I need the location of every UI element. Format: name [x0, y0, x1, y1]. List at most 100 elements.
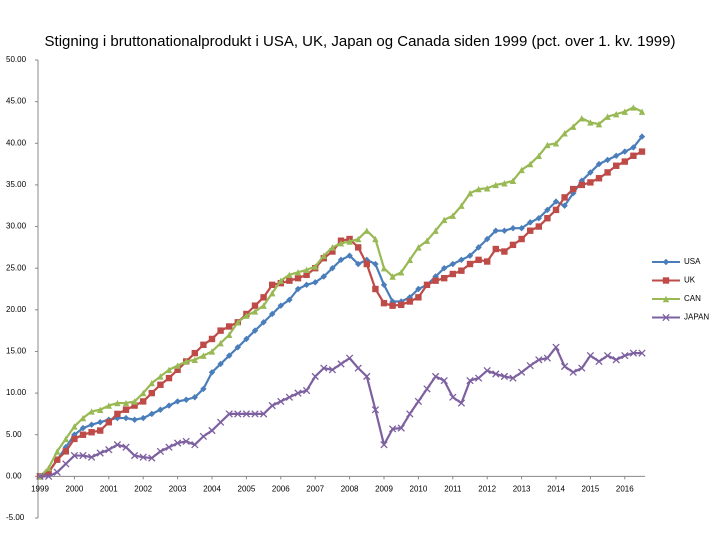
- marker: [71, 423, 78, 430]
- marker: [604, 113, 611, 120]
- marker: [638, 133, 646, 140]
- marker: [79, 414, 87, 422]
- marker: [286, 277, 293, 284]
- marker: [329, 264, 336, 272]
- marker: [285, 393, 294, 401]
- marker: [630, 144, 637, 151]
- marker: [277, 277, 284, 284]
- marker: [578, 181, 585, 189]
- marker: [45, 469, 52, 476]
- marker: [97, 419, 104, 426]
- marker: [587, 119, 594, 126]
- marker: [569, 368, 577, 376]
- marker: [484, 235, 491, 243]
- marker: [165, 443, 173, 451]
- marker: [217, 327, 224, 334]
- x-tick-label: 2016: [616, 484, 634, 493]
- y-tick-label: 10.00: [6, 388, 27, 397]
- marker: [79, 431, 87, 438]
- marker: [88, 408, 95, 415]
- marker: [105, 419, 112, 426]
- marker: [199, 432, 208, 441]
- marker: [131, 402, 138, 409]
- x-tick-label: 2014: [547, 484, 565, 493]
- marker: [346, 238, 353, 245]
- marker: [552, 140, 560, 147]
- marker: [251, 327, 259, 334]
- marker: [53, 468, 61, 476]
- marker: [88, 421, 95, 428]
- marker: [294, 274, 302, 282]
- marker: [440, 376, 448, 385]
- x-tick-label: 2002: [134, 484, 152, 493]
- marker: [474, 374, 483, 382]
- marker: [363, 372, 371, 381]
- marker: [225, 410, 233, 418]
- series-line: [39, 106, 643, 478]
- marker: [122, 443, 130, 451]
- marker: [191, 394, 198, 401]
- marker: [475, 185, 482, 193]
- series-line: [39, 135, 643, 478]
- marker: [251, 410, 259, 418]
- marker: [441, 274, 448, 282]
- marker: [54, 456, 61, 463]
- marker: [200, 341, 207, 348]
- marker: [423, 385, 431, 393]
- marker: [269, 289, 276, 297]
- marker: [355, 235, 362, 243]
- marker: [595, 120, 603, 128]
- marker: [466, 260, 474, 268]
- y-tick-label: 30.00: [6, 222, 27, 231]
- marker: [354, 364, 362, 372]
- marker: [131, 398, 138, 405]
- marker: [79, 424, 87, 432]
- marker: [337, 256, 345, 264]
- marker: [311, 372, 319, 381]
- marker: [62, 435, 69, 443]
- marker: [182, 437, 190, 446]
- marker: [501, 248, 508, 255]
- marker: [259, 410, 268, 418]
- marker: [200, 352, 207, 359]
- marker: [286, 296, 293, 304]
- marker: [501, 180, 508, 187]
- y-tick-label: 45.00: [6, 97, 27, 106]
- marker: [191, 441, 199, 449]
- marker: [156, 447, 165, 456]
- marker: [415, 285, 422, 293]
- series-line: [40, 346, 642, 478]
- marker: [191, 356, 198, 363]
- marker: [234, 344, 241, 351]
- marker: [320, 252, 327, 259]
- marker: [183, 358, 190, 365]
- marker: [458, 267, 465, 274]
- marker: [449, 212, 456, 219]
- marker: [294, 285, 302, 293]
- marker: [148, 389, 155, 397]
- marker: [183, 396, 190, 403]
- marker: [518, 235, 525, 243]
- marker: [535, 215, 542, 222]
- marker: [355, 260, 362, 268]
- marker: [303, 271, 310, 279]
- marker: [552, 206, 560, 214]
- marker: [414, 397, 423, 406]
- x-tick-label: 2012: [478, 484, 496, 493]
- marker: [492, 370, 500, 378]
- x-tick-label: 2009: [375, 484, 393, 493]
- marker: [208, 369, 216, 376]
- marker: [527, 227, 534, 234]
- marker: [457, 399, 466, 407]
- marker: [45, 464, 52, 472]
- marker: [509, 225, 517, 232]
- marker: [613, 152, 620, 159]
- marker: [432, 227, 439, 234]
- marker: [380, 441, 388, 449]
- marker: [406, 410, 414, 418]
- marker: [329, 244, 336, 251]
- marker: [165, 374, 173, 382]
- marker: [131, 416, 138, 423]
- series-line: [39, 150, 643, 478]
